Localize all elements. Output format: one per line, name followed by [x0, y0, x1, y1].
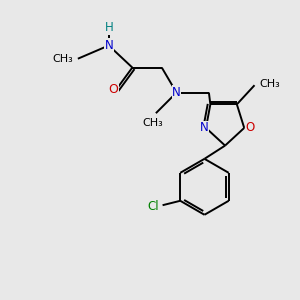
Text: N: N [104, 39, 113, 52]
Text: N: N [200, 122, 209, 134]
Text: H: H [104, 21, 113, 34]
Text: O: O [245, 122, 255, 134]
Text: CH₃: CH₃ [259, 79, 280, 89]
Text: O: O [108, 83, 118, 96]
Text: CH₃: CH₃ [142, 118, 163, 128]
Text: N: N [172, 86, 181, 99]
Text: Cl: Cl [147, 200, 159, 213]
Text: CH₃: CH₃ [53, 54, 74, 64]
